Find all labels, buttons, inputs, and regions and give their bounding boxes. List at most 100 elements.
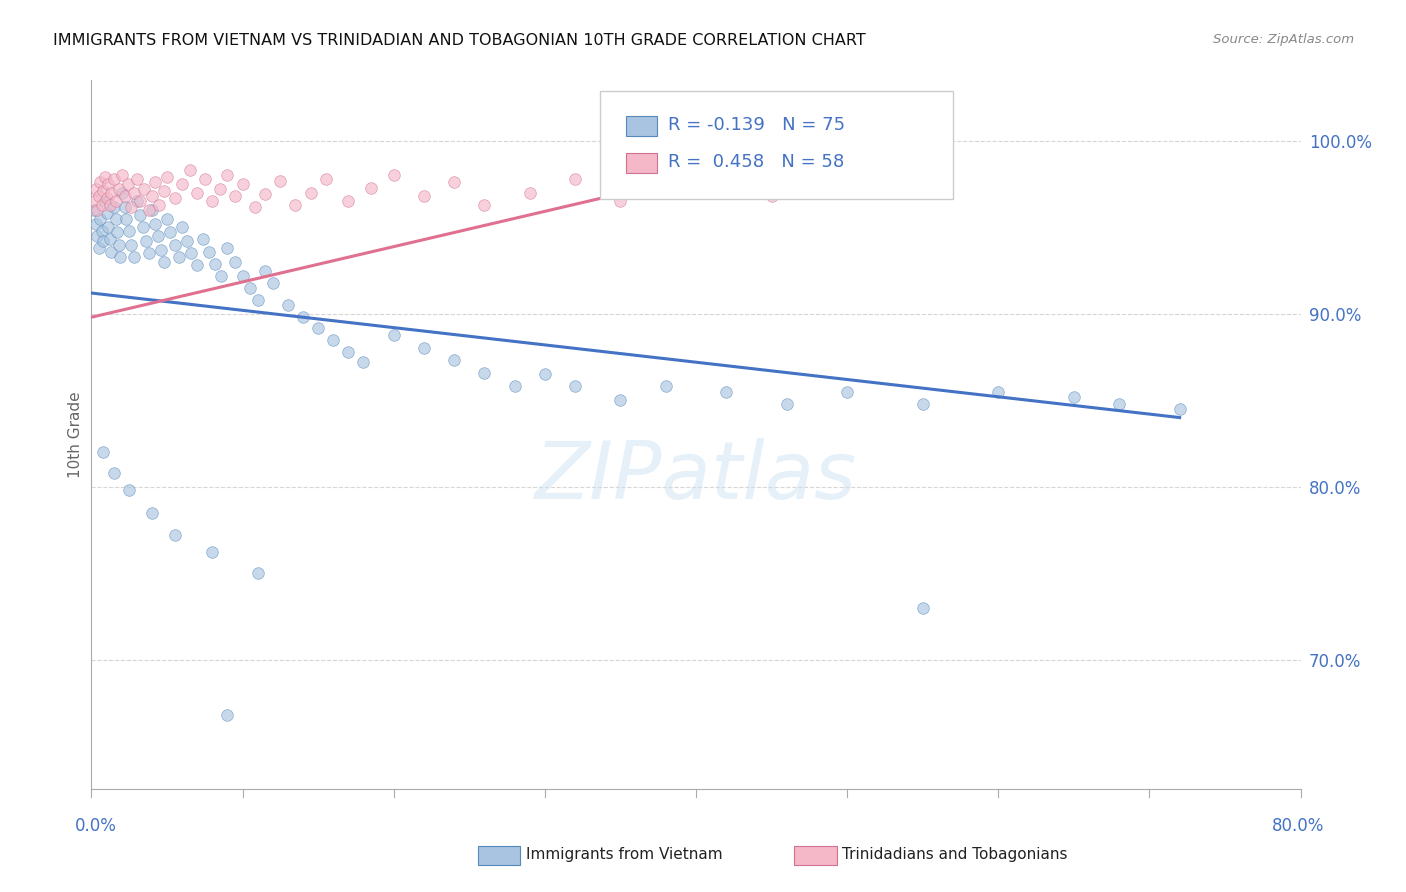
Text: Source: ZipAtlas.com: Source: ZipAtlas.com — [1213, 33, 1354, 46]
Point — [277, 298, 299, 312]
Point — [94, 194, 117, 209]
Point — [254, 187, 277, 202]
Point — [209, 268, 232, 283]
Point — [143, 217, 166, 231]
Point — [100, 186, 122, 200]
Point — [103, 200, 125, 214]
Point — [125, 172, 148, 186]
Y-axis label: 10th Grade: 10th Grade — [67, 392, 83, 478]
Point — [337, 344, 360, 359]
Point — [163, 237, 186, 252]
Point — [96, 191, 118, 205]
Point — [98, 232, 121, 246]
Point — [254, 263, 277, 277]
Point — [93, 234, 115, 248]
Point — [132, 220, 155, 235]
Point — [172, 220, 194, 235]
Point — [146, 229, 169, 244]
Point — [835, 384, 858, 399]
Point — [120, 200, 142, 214]
Point — [262, 276, 284, 290]
Text: 0.0%: 0.0% — [75, 817, 117, 835]
Point — [156, 170, 179, 185]
Text: Trinidadians and Tobagonians: Trinidadians and Tobagonians — [842, 847, 1067, 862]
Point — [114, 200, 136, 214]
Point — [138, 202, 160, 217]
Point — [93, 445, 115, 459]
Point — [148, 198, 170, 212]
Point — [413, 189, 436, 203]
Text: IMMIGRANTS FROM VIETNAM VS TRINIDADIAN AND TOBAGONIAN 10TH GRADE CORRELATION CHA: IMMIGRANTS FROM VIETNAM VS TRINIDADIAN A… — [53, 33, 866, 48]
Point — [1063, 390, 1085, 404]
Point — [159, 226, 181, 240]
Point — [193, 232, 215, 246]
Point — [533, 368, 555, 382]
Point — [224, 189, 246, 203]
Text: R = -0.139   N = 75: R = -0.139 N = 75 — [668, 116, 845, 134]
Point — [179, 163, 201, 178]
Point — [153, 184, 176, 198]
Point — [156, 211, 179, 226]
Point — [87, 241, 110, 255]
Point — [503, 379, 526, 393]
Point — [382, 327, 405, 342]
Point — [98, 198, 121, 212]
Point — [246, 566, 269, 581]
Point — [186, 258, 208, 272]
Point — [413, 342, 436, 356]
Point — [700, 169, 723, 183]
Point — [153, 255, 176, 269]
Point — [208, 182, 231, 196]
Point — [163, 191, 186, 205]
Point — [89, 175, 111, 189]
Point — [104, 211, 127, 226]
Point — [104, 194, 127, 209]
Point — [217, 169, 239, 183]
Point — [284, 198, 307, 212]
Point — [243, 200, 266, 214]
Point — [198, 244, 221, 259]
Point — [122, 250, 145, 264]
Text: Immigrants from Vietnam: Immigrants from Vietnam — [526, 847, 723, 862]
Point — [224, 255, 246, 269]
Point — [1168, 401, 1191, 416]
Point — [105, 226, 128, 240]
Point — [322, 333, 344, 347]
Point — [117, 177, 139, 191]
Point — [231, 268, 253, 283]
Text: R =  0.458   N = 58: R = 0.458 N = 58 — [668, 153, 844, 171]
Point — [821, 175, 844, 189]
Point — [125, 194, 148, 209]
Point — [84, 217, 107, 231]
Point — [111, 169, 132, 183]
Point — [307, 320, 329, 334]
Point — [315, 172, 337, 186]
Point — [93, 184, 115, 198]
Point — [443, 353, 465, 368]
Point — [141, 202, 163, 217]
Point — [1108, 397, 1130, 411]
Point — [654, 379, 676, 393]
Point — [776, 397, 799, 411]
Point — [176, 234, 198, 248]
Point — [122, 186, 145, 200]
Point — [761, 189, 783, 203]
Point — [111, 186, 132, 200]
Point — [128, 194, 150, 209]
Point — [239, 281, 262, 295]
Point — [654, 180, 676, 194]
Point — [217, 241, 239, 255]
Point — [911, 397, 934, 411]
Point — [217, 708, 239, 723]
Point — [86, 229, 108, 244]
Point — [609, 194, 631, 209]
Point — [103, 172, 125, 186]
Point — [103, 466, 125, 480]
Point — [141, 189, 163, 203]
Point — [564, 379, 586, 393]
Point — [564, 172, 586, 186]
Point — [91, 198, 114, 212]
Point — [108, 250, 131, 264]
Point — [519, 186, 541, 200]
Point — [163, 528, 186, 542]
